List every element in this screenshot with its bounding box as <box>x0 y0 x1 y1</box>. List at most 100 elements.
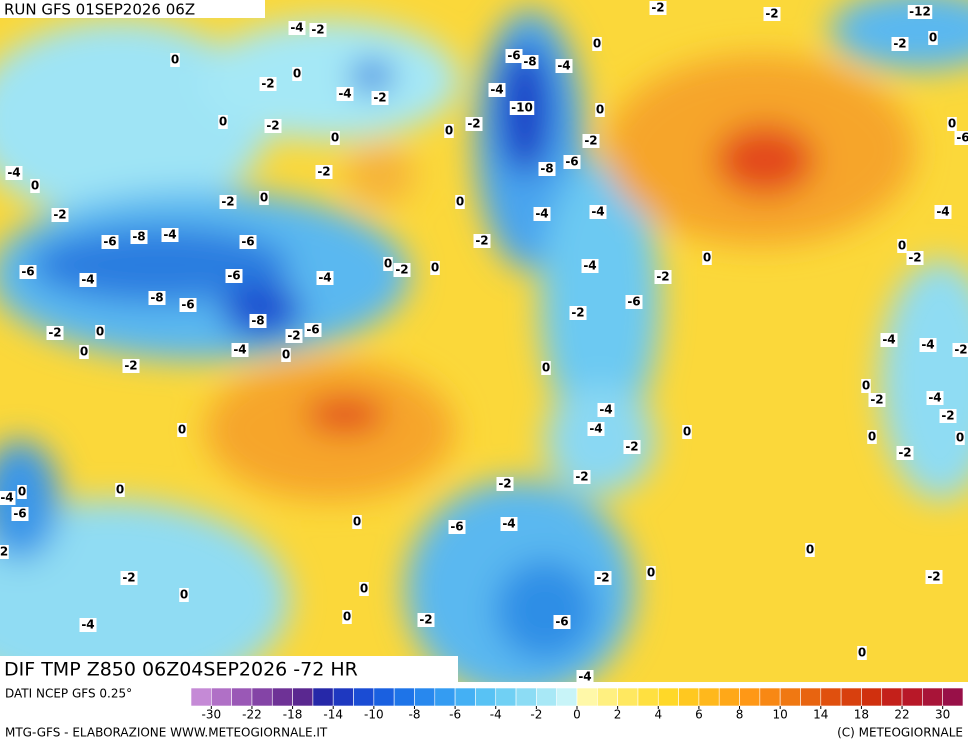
contour-label: 0 <box>79 345 89 360</box>
contour-label: -4 <box>337 87 354 102</box>
contour-value: 0 <box>80 345 88 359</box>
contour-value: 0 <box>260 191 268 205</box>
colorbar-cell <box>902 688 922 706</box>
contour-label: -2 <box>372 91 389 106</box>
contour-value: 0 <box>948 117 956 131</box>
contour-value: 0 <box>96 325 104 339</box>
contour-label: 0 <box>541 361 551 376</box>
contour-value: -4 <box>589 422 602 436</box>
contour-label: -2 <box>595 571 612 586</box>
contour-value: -4 <box>928 391 941 405</box>
contour-label: -2 <box>570 306 587 321</box>
contour-label: -2 <box>892 37 909 52</box>
contour-label: 0 <box>430 261 440 276</box>
contour-label: -8 <box>131 230 148 245</box>
colorbar-label: -4 <box>490 708 502 722</box>
contour-value: 0 <box>282 348 290 362</box>
contour-value: 0 <box>898 239 906 253</box>
contour-label: 0 <box>95 325 105 340</box>
contour-value: -6 <box>306 323 319 337</box>
colorbar-label: -14 <box>323 708 343 722</box>
contour-label: 0 <box>928 31 938 46</box>
contour-value: -4 <box>338 87 351 101</box>
colorbar-label: -10 <box>364 708 384 722</box>
colorbar-cell <box>882 688 902 706</box>
contour-value: -2 <box>261 77 274 91</box>
contour-label: 0 <box>179 588 189 603</box>
contour-value: 0 <box>703 251 711 265</box>
contour-label: 0 <box>383 257 393 272</box>
contour-label: -6 <box>564 155 581 170</box>
colorbar-label: 30 <box>935 708 950 722</box>
colorbar-cell <box>821 688 841 706</box>
contour-value: -6 <box>21 265 34 279</box>
contour-label: 0 <box>218 115 228 130</box>
contour-label: -2 <box>310 23 327 38</box>
contour-value: -2 <box>927 570 940 584</box>
colorbar-cell <box>333 688 353 706</box>
contour-label: 0 <box>857 646 867 661</box>
contour-label: 2 <box>0 545 9 560</box>
colorbar-cell <box>475 688 495 706</box>
map-title: DIF TMP Z850 06Z04SEP2026 -72 HR <box>4 659 358 681</box>
contour-label: -4 <box>598 403 615 418</box>
contour-value: -4 <box>882 333 895 347</box>
contour-value: -2 <box>898 446 911 460</box>
contour-label: -4 <box>935 205 952 220</box>
contour-value: -2 <box>575 470 588 484</box>
contour-label: 0 <box>170 53 180 68</box>
credit: MTG-GFS - ELABORAZIONE WWW.METEOGIORNALE… <box>5 726 328 740</box>
contour-value: 0 <box>868 430 876 444</box>
contour-label: -6 <box>226 269 243 284</box>
contour-label: 0 <box>177 423 187 438</box>
contour-label: -2 <box>316 165 333 180</box>
contour-label: 0 <box>646 566 656 581</box>
contour-value: -2 <box>908 251 921 265</box>
colorbar-label: -2 <box>530 708 542 722</box>
colorbar-cell <box>861 688 881 706</box>
contour-label: -2 <box>897 446 914 461</box>
colorbar-cell <box>252 688 272 706</box>
colorbar-label: -30 <box>202 708 222 722</box>
contour-value: -2 <box>475 234 488 248</box>
contour-value: 0 <box>956 431 964 445</box>
contour-value: -2 <box>122 571 135 585</box>
source: DATI NCEP GFS 0.25° <box>5 687 132 701</box>
contour-label: -4 <box>556 59 573 74</box>
colorbar-label: -6 <box>449 708 461 722</box>
contour-label: -2 <box>121 571 138 586</box>
contour-label: 0 <box>30 179 40 194</box>
contour-value: -2 <box>596 571 609 585</box>
contour-label: -2 <box>52 208 69 223</box>
contour-label: 0 <box>595 103 605 118</box>
contour-value: 0 <box>18 485 26 499</box>
contour-value: -2 <box>498 477 511 491</box>
contour-value: -6 <box>241 235 254 249</box>
contour-label: -2 <box>286 329 303 344</box>
contour-label: -4 <box>590 205 607 220</box>
colorbar-cell <box>354 688 374 706</box>
contour-value: -2 <box>625 440 638 454</box>
contour-value: -6 <box>181 298 194 312</box>
contour-value: 0 <box>683 425 691 439</box>
contour-value: 0 <box>431 261 439 275</box>
contour-value: 0 <box>178 423 186 437</box>
contour-label: -6 <box>955 131 968 146</box>
contour-label: -4 <box>0 491 16 506</box>
contour-value: -2 <box>467 117 480 131</box>
contour-value: -2 <box>221 195 234 209</box>
contour-value: -4 <box>535 207 548 221</box>
colorbar-label: 0 <box>573 708 581 722</box>
contour-label: -2 <box>926 570 943 585</box>
contour-label: 0 <box>352 515 362 530</box>
contour-value: 0 <box>353 515 361 529</box>
contour-value: 0 <box>542 361 550 375</box>
colorbar-label: 22 <box>894 708 909 722</box>
contour-value: -4 <box>921 338 934 352</box>
contour-label: -2 <box>497 477 514 492</box>
contour-value: -4 <box>7 166 20 180</box>
colorbar-label: -22 <box>242 708 262 722</box>
contour-value: -2 <box>870 393 883 407</box>
